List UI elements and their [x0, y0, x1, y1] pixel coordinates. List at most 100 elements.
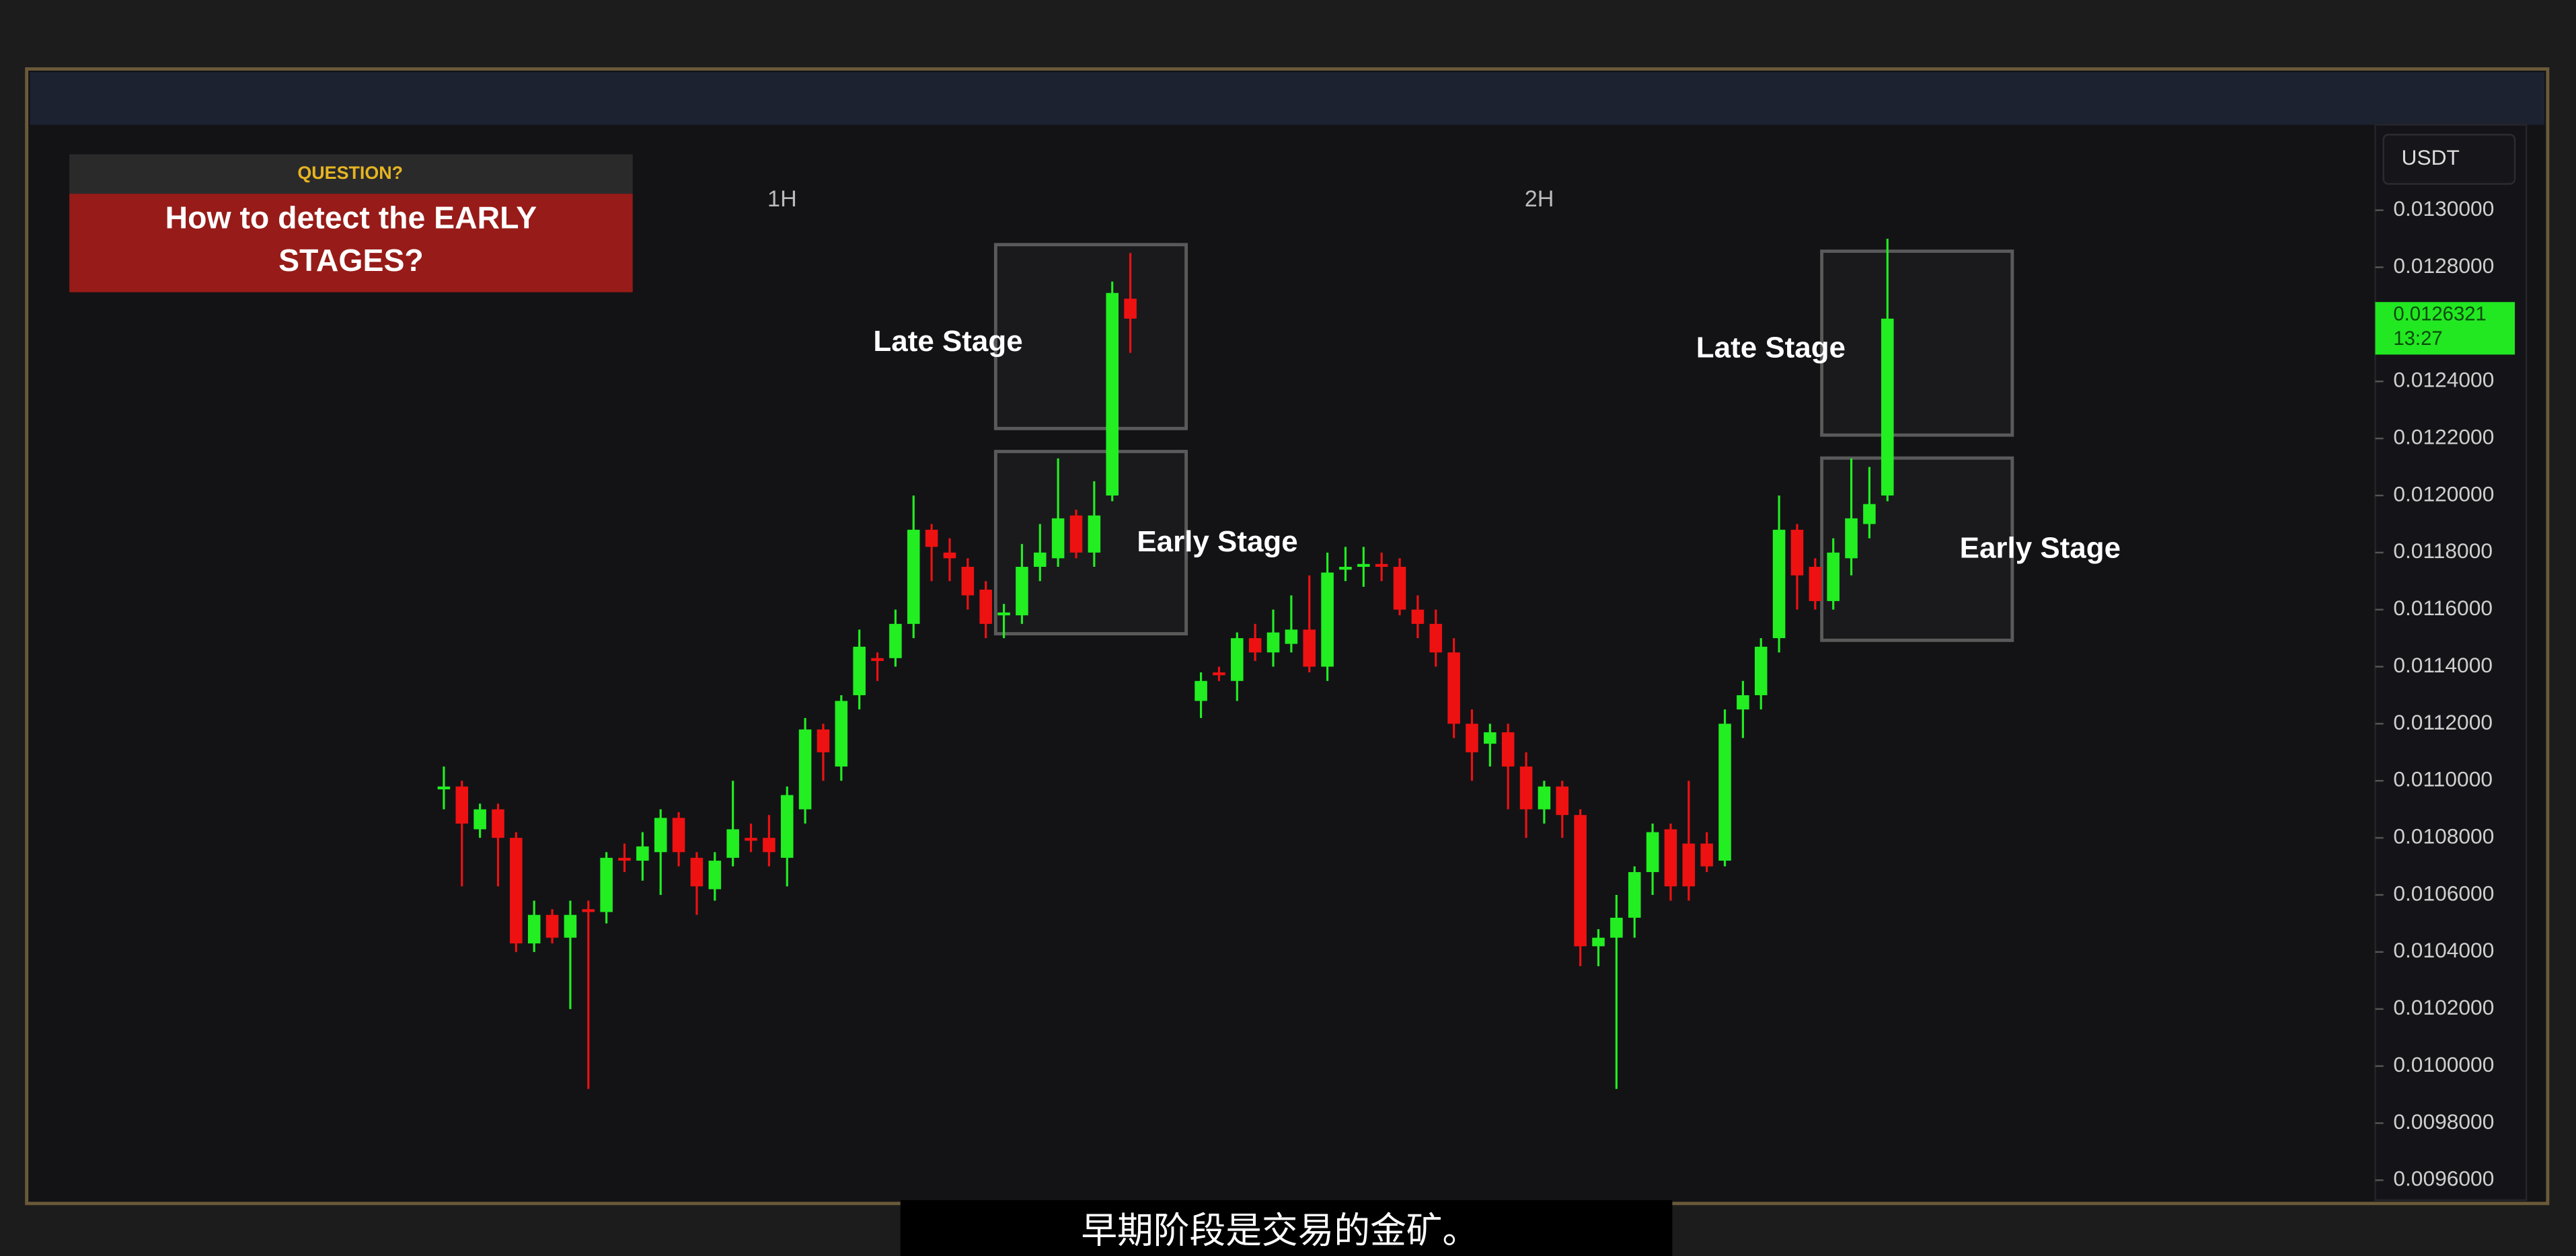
- candle-body: [780, 795, 794, 858]
- y-tick-label: 0.0112000: [2393, 710, 2493, 734]
- early-stage-box: [993, 450, 1188, 635]
- candle-body: [1718, 723, 1731, 861]
- candle-body: [1429, 623, 1443, 653]
- candle-body: [1051, 518, 1065, 559]
- candle-body: [853, 646, 866, 695]
- unit-label: USDT: [2402, 145, 2460, 169]
- candle-body: [1411, 609, 1425, 624]
- candle-body: [1610, 917, 1623, 938]
- candle-body: [708, 861, 722, 890]
- candle-body: [1357, 563, 1370, 567]
- question-label: QUESTION?: [297, 163, 403, 183]
- candle-body: [1646, 832, 1659, 873]
- top-bar: [30, 72, 2545, 125]
- y-tick-label: 0.0128000: [2393, 253, 2494, 278]
- candle-body: [527, 914, 541, 944]
- annotation: Late Stage: [1696, 331, 1846, 364]
- candle-body: [1016, 567, 1028, 616]
- candle-body: [672, 818, 685, 853]
- candle-body: [1682, 843, 1696, 887]
- candle-body: [1339, 567, 1352, 570]
- y-tick-label: 0.0108000: [2393, 824, 2494, 849]
- candle-body: [798, 729, 812, 810]
- y-tick-label: 0.0110000: [2393, 767, 2493, 791]
- candle-body: [1700, 843, 1713, 867]
- candle-body: [1863, 504, 1876, 524]
- candle-body: [1124, 299, 1137, 319]
- early-stage-box: [1820, 456, 2014, 642]
- candle-body: [763, 838, 775, 853]
- candle-body: [979, 589, 992, 624]
- question-text: How to detect the EARLY STAGES?: [165, 202, 537, 280]
- candle-body: [1195, 680, 1207, 701]
- y-tick-label: 0.0120000: [2393, 481, 2494, 506]
- y-tick-label: 0.0102000: [2393, 995, 2494, 1019]
- candle-body: [1069, 515, 1083, 553]
- candle-body: [726, 829, 739, 858]
- candle-body: [1231, 638, 1244, 681]
- candle-body: [582, 909, 595, 912]
- candle-body: [1321, 572, 1334, 667]
- candle-body: [1574, 815, 1587, 947]
- y-tick-label: 0.0096000: [2393, 1167, 2494, 1191]
- annotation: Early Stage: [1137, 525, 1297, 558]
- candle-body: [1447, 652, 1460, 724]
- candle-body: [1772, 529, 1786, 639]
- candle-body: [1556, 786, 1569, 816]
- candle-body: [1034, 552, 1047, 567]
- y-tick-label: 0.0130000: [2393, 196, 2494, 221]
- candle-body: [1213, 672, 1225, 676]
- candle-body: [1484, 732, 1497, 744]
- chart-title: 2H: [1525, 186, 1554, 212]
- candle-body: [1106, 292, 1119, 496]
- candle-body: [545, 914, 559, 938]
- candle-body: [1285, 629, 1298, 644]
- annotation: Early Stage: [1960, 532, 2121, 565]
- candle-body: [1266, 632, 1280, 653]
- candle-body: [1790, 529, 1804, 576]
- candle-body: [1845, 518, 1858, 559]
- y-tick-label: 0.0098000: [2393, 1109, 2494, 1134]
- question-panel: [69, 194, 633, 292]
- candle-body: [564, 914, 577, 938]
- y-tick-label: 0.0114000: [2393, 653, 2493, 677]
- candle-body: [871, 658, 884, 662]
- candle-body: [1881, 318, 1894, 496]
- candle-body: [925, 529, 938, 547]
- question-wrap: How to detect the EARLY STAGES?: [165, 202, 537, 280]
- candle-body: [492, 809, 504, 838]
- candle-body: [907, 529, 920, 624]
- candle-body: [835, 701, 848, 767]
- late-stage-box: [993, 243, 1188, 430]
- candle-body: [1375, 563, 1388, 567]
- candle-body: [473, 809, 486, 830]
- y-tick-label: 0.0116000: [2393, 596, 2493, 620]
- candle-body: [1519, 767, 1533, 810]
- candle-body: [1088, 515, 1101, 553]
- candle-body: [961, 567, 975, 596]
- candle-body: [889, 623, 902, 658]
- candle-body: [618, 857, 631, 861]
- candle-body: [1466, 723, 1478, 752]
- annotation: Late Stage: [873, 325, 1022, 358]
- candle-body: [1592, 937, 1605, 947]
- y-tick-label: 0.0118000: [2393, 539, 2493, 563]
- chart-marks: 0.0130000 0.0128000 0.0124000 0.0122000 0.01…: [437, 186, 2515, 1191]
- candle-body: [1628, 872, 1641, 918]
- subtitle-bg: [900, 1200, 1673, 1256]
- candle-body: [690, 857, 704, 887]
- candle-body: [510, 838, 523, 944]
- unit-box: [2382, 134, 2516, 185]
- candle-body: [1809, 567, 1822, 601]
- candle-body: [745, 838, 757, 841]
- question-header: [69, 154, 633, 194]
- candle-body: [1737, 695, 1749, 710]
- y-tick-label: 0.0122000: [2393, 424, 2494, 448]
- candle-body: [437, 786, 451, 789]
- late-stage-box: [1820, 249, 2014, 437]
- candle-body: [1393, 567, 1406, 610]
- y-tick-label: 0.0100000: [2393, 1052, 2494, 1076]
- current-time: 13:27: [2393, 327, 2442, 350]
- candle-body: [1303, 629, 1316, 667]
